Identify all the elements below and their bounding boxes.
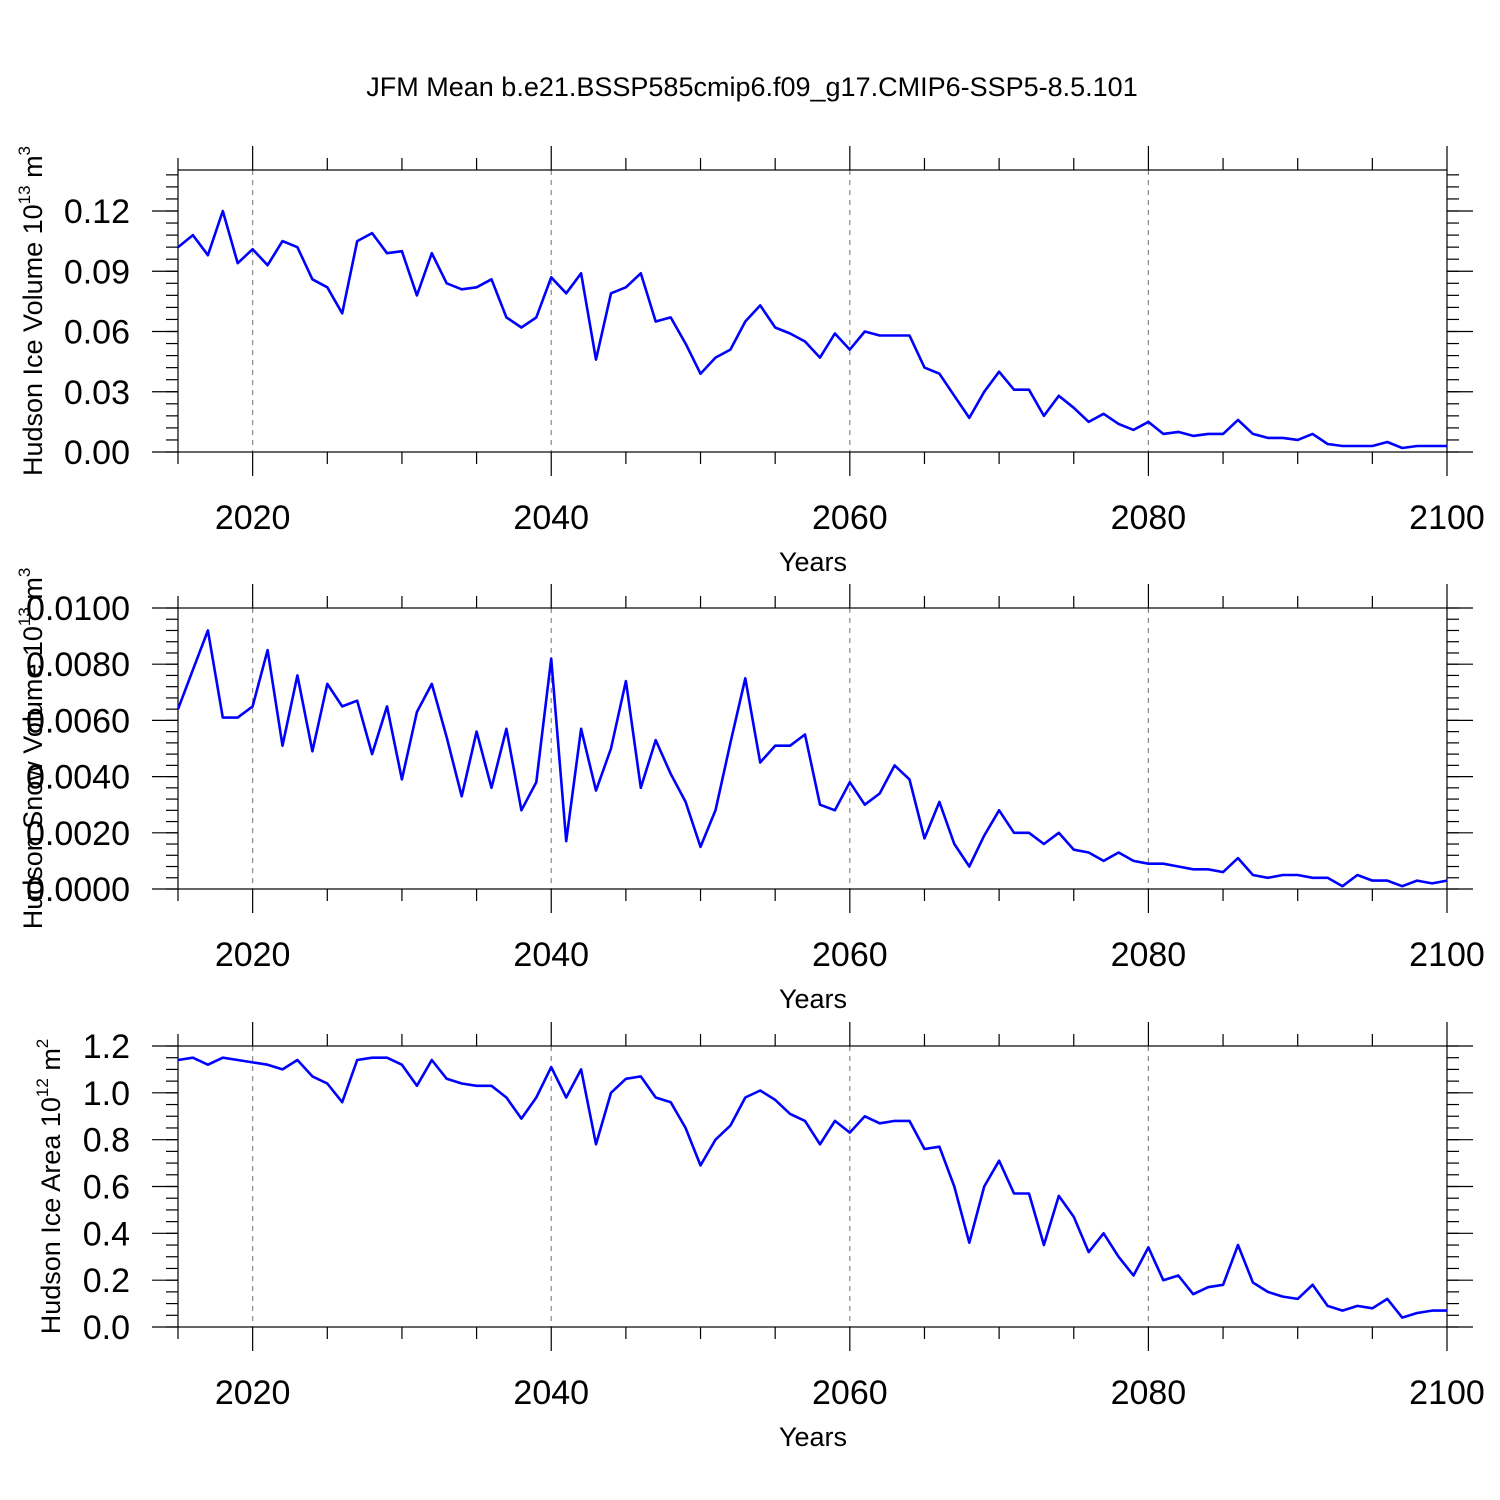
- series-line: [177, 209, 1447, 450]
- y-tick-label: 0.0100: [26, 590, 130, 628]
- figure-title: JFM Mean b.e21.BSSP585cmip6.f09_g17.CMIP…: [366, 72, 1137, 102]
- y-tick-label: 0.0: [83, 1309, 130, 1347]
- y-tick-label: 0.0020: [26, 815, 130, 853]
- x-tick-label: 2080: [1111, 936, 1187, 974]
- series-line: [176, 629, 1448, 888]
- x-tick-label: 2100: [1409, 499, 1485, 537]
- x-tick-label: 2100: [1409, 936, 1485, 974]
- y-tick-label: 0.09: [64, 253, 130, 291]
- series-line: [177, 1056, 1447, 1319]
- y-tick-label: 0.0060: [26, 702, 130, 740]
- x-tick-label: 2020: [215, 1374, 291, 1412]
- y-tick-label: 0.0000: [26, 871, 130, 909]
- plot-frame: [177, 607, 1448, 890]
- y-tick-label: 0.12: [64, 193, 130, 231]
- y-tick-label: 0.00: [64, 434, 130, 472]
- y-tick-label: 0.0040: [26, 759, 130, 797]
- panel-ice-area: 2020 2040 2060 2080 2100 Years 0.0 0.2 0.4 0.6 0.8…: [33, 1022, 1485, 1452]
- x-tick-label: 2060: [812, 499, 888, 537]
- y-tick-label: 0.6: [83, 1169, 130, 1207]
- y-tick-label: 0.2: [83, 1262, 130, 1300]
- x-tick-label: 2040: [513, 1374, 589, 1412]
- x-tick-label: 2060: [812, 1374, 888, 1412]
- x-tick-label: 2020: [215, 936, 291, 974]
- x-tick-label: 2040: [513, 936, 589, 974]
- y-tick-label: 0.06: [64, 314, 130, 352]
- y-axis-title: Hudson Ice Volume 1013 m3: [15, 146, 48, 476]
- x-tick-label: 2020: [215, 499, 291, 537]
- x-tick-label: 2080: [1111, 499, 1187, 537]
- y-tick-label: 1.2: [83, 1028, 130, 1066]
- y-tick-label: 0.0080: [26, 646, 130, 684]
- y-tick-label: 0.03: [64, 374, 130, 412]
- x-tick-label: 2080: [1111, 1374, 1187, 1412]
- y-tick-label: 1.0: [83, 1075, 130, 1113]
- y-axis-title: Hudson Ice Area 1012 m2: [33, 1039, 66, 1335]
- x-tick-label: 2060: [812, 936, 888, 974]
- y-axis-title: Hudson Snow Volume 1013 m3: [15, 568, 48, 930]
- x-axis-title: Years: [779, 984, 847, 1014]
- y-tick-label: 0.4: [83, 1215, 130, 1253]
- x-tick-label: 2100: [1409, 1374, 1485, 1412]
- panel-snow-volume: 2020 2040 2060 2080 2100 Years 0.0000 0.0020 0.0…: [15, 568, 1485, 1014]
- x-axis-title: Years: [779, 547, 847, 577]
- plot-frame: [177, 169, 1448, 453]
- x-tick-label: 2040: [513, 499, 589, 537]
- y-tick-label: 0.8: [83, 1122, 130, 1160]
- x-axis-title: Years: [779, 1422, 847, 1452]
- panel-ice-volume: 2020 2040 2060 2080 2100 Years 0.00 0.03 0.06 0.0…: [15, 146, 1485, 577]
